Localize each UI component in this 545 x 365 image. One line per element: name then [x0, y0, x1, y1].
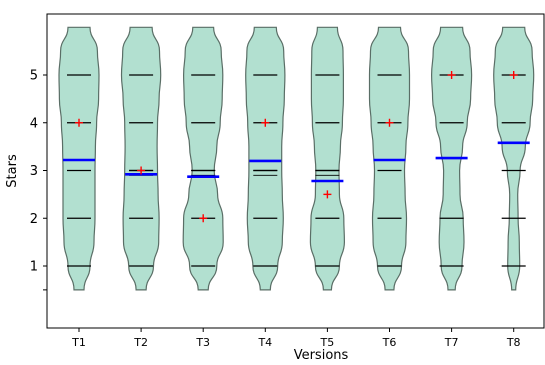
x-axis-label: Versions: [294, 348, 349, 363]
violin-T5: [309, 26, 346, 291]
y-tick-label-4: 4: [30, 116, 38, 131]
x-tick-label-T4: T4: [257, 336, 272, 349]
plot-area: [58, 26, 535, 291]
violin-T6: [368, 26, 411, 291]
violin-body-T6: [368, 26, 411, 291]
y-tick-label-1: 1: [30, 260, 38, 275]
violin-T2: [120, 26, 162, 291]
violin-T1: [58, 26, 100, 291]
y-tick-label-3: 3: [30, 164, 38, 179]
violin-body-T4: [245, 26, 286, 291]
violin-body-T3: [182, 26, 224, 291]
violin-body-T2: [120, 26, 162, 291]
violin-body-T1: [58, 26, 100, 291]
x-tick-label-T1: T1: [71, 336, 86, 349]
violin-T3: [182, 26, 224, 291]
y-axis-label: Stars: [5, 154, 20, 188]
x-tick-label-T2: T2: [133, 336, 148, 349]
axes: 1 2 3 4 5 T1 T2 T3 T4 T5 T6 T7 T8: [30, 13, 545, 349]
x-tick-label-T6: T6: [382, 336, 397, 349]
y-tick-label-2: 2: [30, 212, 38, 227]
x-tick-label-T7: T7: [444, 336, 459, 349]
violin-body-T5: [309, 26, 346, 291]
y-tick-label-5: 5: [30, 69, 38, 84]
violin-body-T8: [493, 26, 535, 291]
x-tick-label-T3: T3: [195, 336, 210, 349]
x-tick-label-T8: T8: [506, 336, 521, 349]
x-tick-label-T5: T5: [320, 336, 335, 349]
violin-T8: [493, 26, 535, 291]
violin-T4: [245, 26, 286, 291]
violin-T7: [430, 26, 473, 291]
